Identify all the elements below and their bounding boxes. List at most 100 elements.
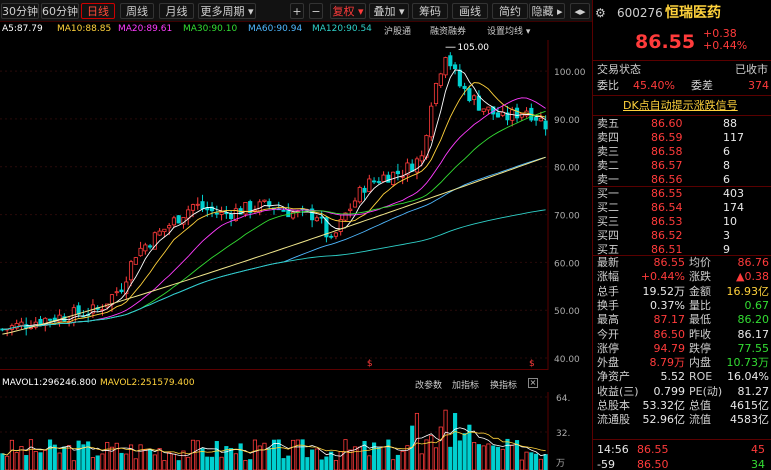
- divider-line: [593, 115, 771, 116]
- ask-volume: 88: [723, 117, 737, 130]
- divider-line: [593, 186, 771, 187]
- candle: [395, 163, 400, 181]
- quote-row: 涨幅 +0.44% 涨跌 ▲0.38: [593, 270, 771, 284]
- bid-row: 买四 86.52 3: [593, 229, 771, 243]
- tab-30min[interactable]: 30分钟: [1, 3, 39, 19]
- volume-bar: [43, 449, 48, 470]
- ask-label: 卖二: [597, 159, 619, 172]
- candle: [448, 52, 453, 70]
- ma30-label: MA30:90.10: [183, 24, 238, 34]
- volume-bar: [324, 456, 329, 470]
- volume-bar: [286, 455, 291, 470]
- more-periods-dropdown[interactable]: 更多周期 ▾: [198, 3, 256, 19]
- zoom-in-button[interactable]: +: [290, 3, 304, 19]
- candle: [162, 228, 167, 238]
- tab-weekly[interactable]: 周线: [120, 3, 154, 19]
- quote-value: 4615亿: [730, 399, 769, 412]
- adjust-dropdown[interactable]: 复权 ▾: [330, 3, 366, 19]
- volume-bar: [181, 450, 186, 470]
- candle: [372, 177, 377, 184]
- tab-60min[interactable]: 60分钟: [41, 3, 79, 19]
- switch-indicator-button[interactable]: 换指标: [490, 381, 518, 391]
- candle: [209, 202, 215, 218]
- volume-bar: [472, 442, 477, 470]
- volume-chart[interactable]: 64. 32. 万: [0, 392, 592, 470]
- candle: [443, 56, 448, 79]
- price-axis-label: 40.00: [554, 355, 580, 365]
- bid-volume: 9: [723, 243, 730, 256]
- volume-bar: [219, 456, 224, 470]
- volume-bar: [457, 440, 462, 470]
- ask-volume: 117: [723, 131, 744, 144]
- volume-bar: [314, 448, 319, 470]
- price-change: +0.38: [703, 27, 737, 40]
- ma60-label: MA60:90.94: [248, 24, 303, 34]
- simple-button[interactable]: 简约: [492, 3, 528, 19]
- tick-volume: 45: [751, 443, 765, 456]
- hide-button[interactable]: 隐藏 ▸: [529, 3, 565, 19]
- volume-bar: [143, 449, 148, 470]
- draw-button[interactable]: 画线: [452, 3, 488, 19]
- arrow-icons[interactable]: ◂▸: [570, 3, 590, 19]
- settings-icon: ⚙: [595, 6, 606, 20]
- link-margin[interactable]: 融资融券: [430, 27, 467, 37]
- bid-row: 买一 86.55 403: [593, 187, 771, 201]
- tick-time: -59: [597, 458, 615, 470]
- quote-row: 换手 0.37% 量比 0.67: [593, 299, 771, 313]
- zoom-out-button[interactable]: −: [309, 3, 323, 19]
- candle: [381, 171, 386, 183]
- price-axis-label: 100.00: [554, 68, 586, 78]
- candle: [157, 228, 162, 236]
- price-axis-label: 50.00: [554, 307, 580, 317]
- dk-signal-link[interactable]: DK点自动提示涨跌信号: [623, 99, 738, 112]
- quote-value: 16.93亿: [726, 284, 770, 298]
- ma120-line: [2, 209, 546, 330]
- bid-volume: 403: [723, 187, 744, 200]
- volume-bar: [443, 409, 448, 470]
- ask-label: 卖三: [597, 145, 619, 158]
- quote-panel: ⚙ 600276 恒瑞医药 86.55 +0.38 +0.44% 交易状态 已收市 委比 45.4…: [593, 0, 771, 470]
- tab-monthly[interactable]: 月线: [159, 3, 194, 19]
- ratio-label: 委比: [597, 79, 619, 92]
- volume-bar: [71, 460, 76, 470]
- chip-button[interactable]: 筹码: [412, 3, 448, 19]
- close-icon[interactable]: ×: [528, 378, 538, 388]
- change-params-button[interactable]: 改参数: [415, 381, 443, 391]
- ma-settings-dropdown[interactable]: 设置均线 ▾: [487, 27, 531, 37]
- candle: [262, 199, 267, 203]
- candle: [176, 215, 181, 224]
- mavol1-label: MAVOL1:296246.800: [2, 378, 97, 388]
- volume-bar: [124, 453, 129, 470]
- candlestick-chart[interactable]: 100.00 90.00 80.00 70.00 60.00 50.00 40.00 105.…: [0, 40, 592, 370]
- volume-bar: [414, 412, 420, 470]
- volume-bar: [290, 439, 296, 470]
- quote-value: 86.20: [737, 313, 770, 327]
- quote-value: 86.17: [737, 327, 770, 341]
- volume-bar: [57, 452, 62, 470]
- candle: [124, 276, 129, 300]
- overlay-dropdown[interactable]: 叠加 ▾: [369, 3, 409, 19]
- link-hk-connect[interactable]: 沪股通: [384, 27, 412, 37]
- volume-bar: [114, 442, 119, 470]
- add-indicator-button[interactable]: 加指标: [452, 381, 480, 391]
- volume-bar: [429, 435, 434, 470]
- candle: [429, 102, 434, 141]
- candle: [33, 316, 38, 330]
- candle: [534, 115, 539, 126]
- volume-bar: [133, 458, 138, 470]
- quote-value: 0.37%: [650, 298, 685, 312]
- volume-bar: [152, 454, 157, 470]
- tick-row: 14:56 86.55 45: [593, 443, 771, 457]
- volume-bar: [38, 452, 43, 470]
- tab-daily[interactable]: 日线: [81, 3, 115, 19]
- volume-bar: [0, 453, 5, 470]
- candle: [419, 150, 424, 167]
- bid-label: 买二: [597, 201, 619, 214]
- volume-bar: [19, 446, 24, 470]
- candle: [19, 317, 24, 330]
- candle: [453, 62, 458, 75]
- volume-bar: [243, 460, 248, 470]
- quote-label: 涨幅: [597, 270, 619, 284]
- ma10-line: [2, 82, 546, 330]
- bid-row: 买五 86.51 9: [593, 243, 771, 257]
